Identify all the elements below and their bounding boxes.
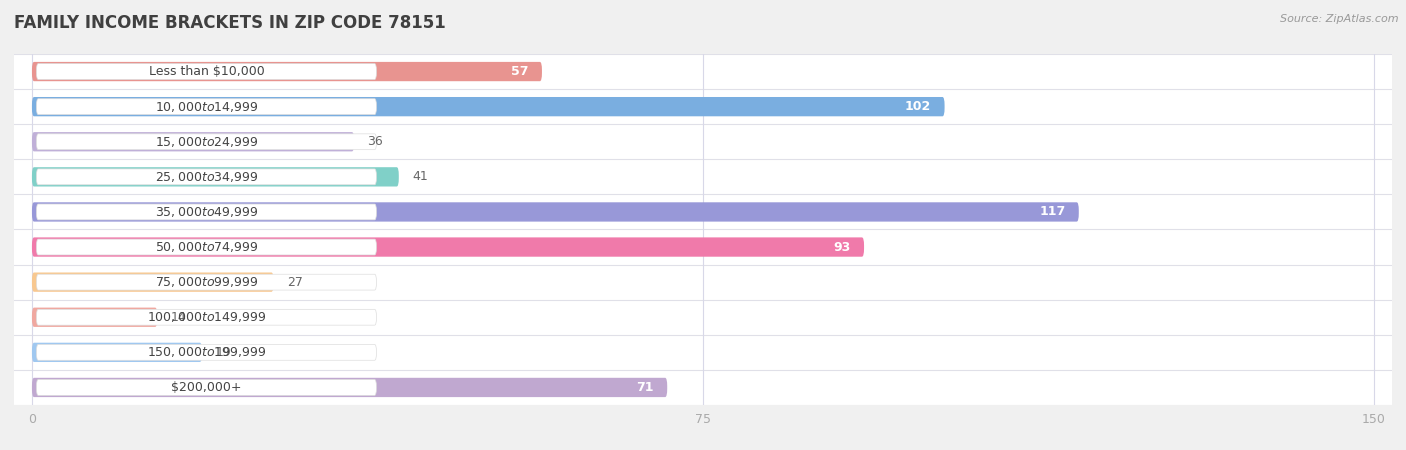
- FancyBboxPatch shape: [32, 62, 541, 81]
- FancyBboxPatch shape: [32, 273, 274, 292]
- Bar: [14, 54, 1392, 89]
- Bar: [14, 124, 1392, 159]
- Text: 57: 57: [510, 65, 529, 78]
- FancyBboxPatch shape: [37, 63, 377, 80]
- Text: 27: 27: [287, 276, 302, 288]
- Bar: [14, 89, 1392, 124]
- Text: $100,000 to $149,999: $100,000 to $149,999: [146, 310, 266, 324]
- Bar: [14, 370, 1392, 405]
- Text: FAMILY INCOME BRACKETS IN ZIP CODE 78151: FAMILY INCOME BRACKETS IN ZIP CODE 78151: [14, 14, 446, 32]
- Text: 14: 14: [170, 311, 187, 324]
- FancyBboxPatch shape: [37, 309, 377, 325]
- FancyBboxPatch shape: [32, 378, 668, 397]
- Text: 102: 102: [905, 100, 931, 113]
- FancyBboxPatch shape: [32, 132, 354, 151]
- Bar: [14, 265, 1392, 300]
- Bar: [14, 335, 1392, 370]
- FancyBboxPatch shape: [32, 167, 399, 186]
- FancyBboxPatch shape: [37, 134, 377, 150]
- FancyBboxPatch shape: [32, 238, 865, 256]
- Bar: [14, 159, 1392, 194]
- FancyBboxPatch shape: [32, 97, 945, 116]
- FancyBboxPatch shape: [37, 344, 377, 360]
- Text: $15,000 to $24,999: $15,000 to $24,999: [155, 135, 259, 149]
- Text: 93: 93: [834, 241, 851, 253]
- Text: $200,000+: $200,000+: [172, 381, 242, 394]
- Text: $10,000 to $14,999: $10,000 to $14,999: [155, 99, 259, 114]
- FancyBboxPatch shape: [32, 308, 157, 327]
- Text: Source: ZipAtlas.com: Source: ZipAtlas.com: [1281, 14, 1399, 23]
- Text: 36: 36: [367, 135, 384, 148]
- FancyBboxPatch shape: [37, 169, 377, 185]
- FancyBboxPatch shape: [37, 379, 377, 396]
- Text: $35,000 to $49,999: $35,000 to $49,999: [155, 205, 259, 219]
- FancyBboxPatch shape: [37, 274, 377, 290]
- FancyBboxPatch shape: [32, 343, 202, 362]
- Text: 71: 71: [637, 381, 654, 394]
- FancyBboxPatch shape: [32, 202, 1078, 221]
- Text: Less than $10,000: Less than $10,000: [149, 65, 264, 78]
- Text: $50,000 to $74,999: $50,000 to $74,999: [155, 240, 259, 254]
- Text: $75,000 to $99,999: $75,000 to $99,999: [155, 275, 259, 289]
- Text: $25,000 to $34,999: $25,000 to $34,999: [155, 170, 259, 184]
- FancyBboxPatch shape: [37, 239, 377, 255]
- Text: 117: 117: [1039, 206, 1066, 218]
- Bar: [14, 194, 1392, 230]
- Text: 19: 19: [215, 346, 231, 359]
- Text: $150,000 to $199,999: $150,000 to $199,999: [146, 345, 266, 360]
- Bar: [14, 230, 1392, 265]
- FancyBboxPatch shape: [37, 204, 377, 220]
- Bar: [14, 300, 1392, 335]
- Text: 41: 41: [412, 171, 427, 183]
- FancyBboxPatch shape: [37, 99, 377, 115]
